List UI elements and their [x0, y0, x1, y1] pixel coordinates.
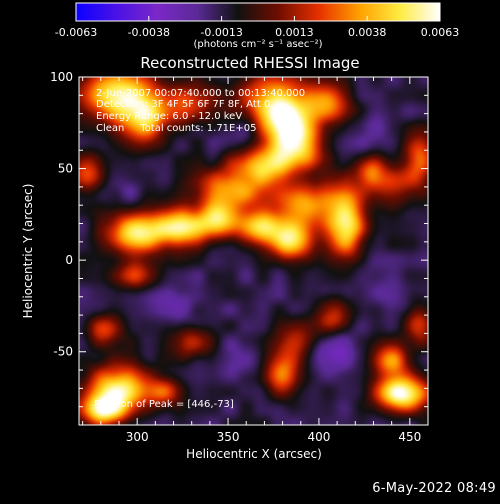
- colorbar-tick-label: 0.0038: [348, 26, 387, 39]
- y-tick-label: 50: [58, 162, 73, 176]
- y-tick-label: -50: [53, 345, 73, 359]
- colorbar-tick-labels: -0.0063 -0.0038 -0.0013 0.0013 0.0038 0.0063: [55, 26, 459, 39]
- annotation-time-range: 2-Jun-2007 00:07:40.000 to 00:13:40.000: [96, 88, 305, 99]
- y-axis-label: Heliocentric Y (arcsec): [21, 184, 35, 319]
- x-tick-label: 350: [217, 430, 240, 444]
- colorbar-ticks: [75, 16, 441, 21]
- x-tick-label: 400: [307, 430, 330, 444]
- y-axis-tick-labels: -50 0 50 100: [50, 70, 73, 359]
- colorbar: -0.0063 -0.0038 -0.0013 0.0013 0.0038 0.0063 …: [55, 2, 459, 50]
- colorbar-tick-label: -0.0013: [200, 26, 242, 39]
- image-annotations: 2-Jun-2007 00:07:40.000 to 00:13:40.000 …: [94, 88, 305, 410]
- chart-title: Reconstructed RHESSI Image: [140, 54, 359, 72]
- colorbar-units-label: (photons cm⁻² s⁻¹ asec⁻²): [193, 39, 322, 50]
- colorbar-tick-label: -0.0038: [128, 26, 170, 39]
- x-tick-label: 300: [126, 430, 149, 444]
- plot-frame: [78, 76, 429, 426]
- annotation-clean-counts: Clean Total counts: 1.71E+05: [96, 123, 256, 134]
- colorbar-tick-label: 0.0063: [421, 26, 460, 39]
- y-tick-label: 0: [65, 253, 73, 267]
- annotation-energy-range: Energy Range: 6.0 - 12.0 keV: [96, 111, 242, 122]
- y-tick-label: 100: [50, 70, 73, 84]
- colorbar-tick-label: -0.0063: [55, 26, 97, 39]
- axis-ticks: [79, 76, 429, 426]
- footer-date-stamp: 6-May-2022 08:49: [372, 481, 496, 496]
- heatmap-image: [79, 77, 428, 425]
- colorbar-tick-label: 0.0013: [275, 26, 314, 39]
- x-tick-label: 450: [398, 430, 421, 444]
- colorbar-gradient-bar: [75, 2, 441, 22]
- plot-area: [78, 76, 429, 426]
- x-axis-label: Heliocentric X (arcsec): [186, 447, 322, 461]
- annotation-detectors: Detectors: 3F 4F 5F 6F 7F 8F, Att 0: [96, 99, 270, 110]
- x-axis-tick-labels: 300 350 400 450: [126, 430, 422, 444]
- annotation-peak-position: Position of Peak = [446,-73]: [94, 399, 234, 410]
